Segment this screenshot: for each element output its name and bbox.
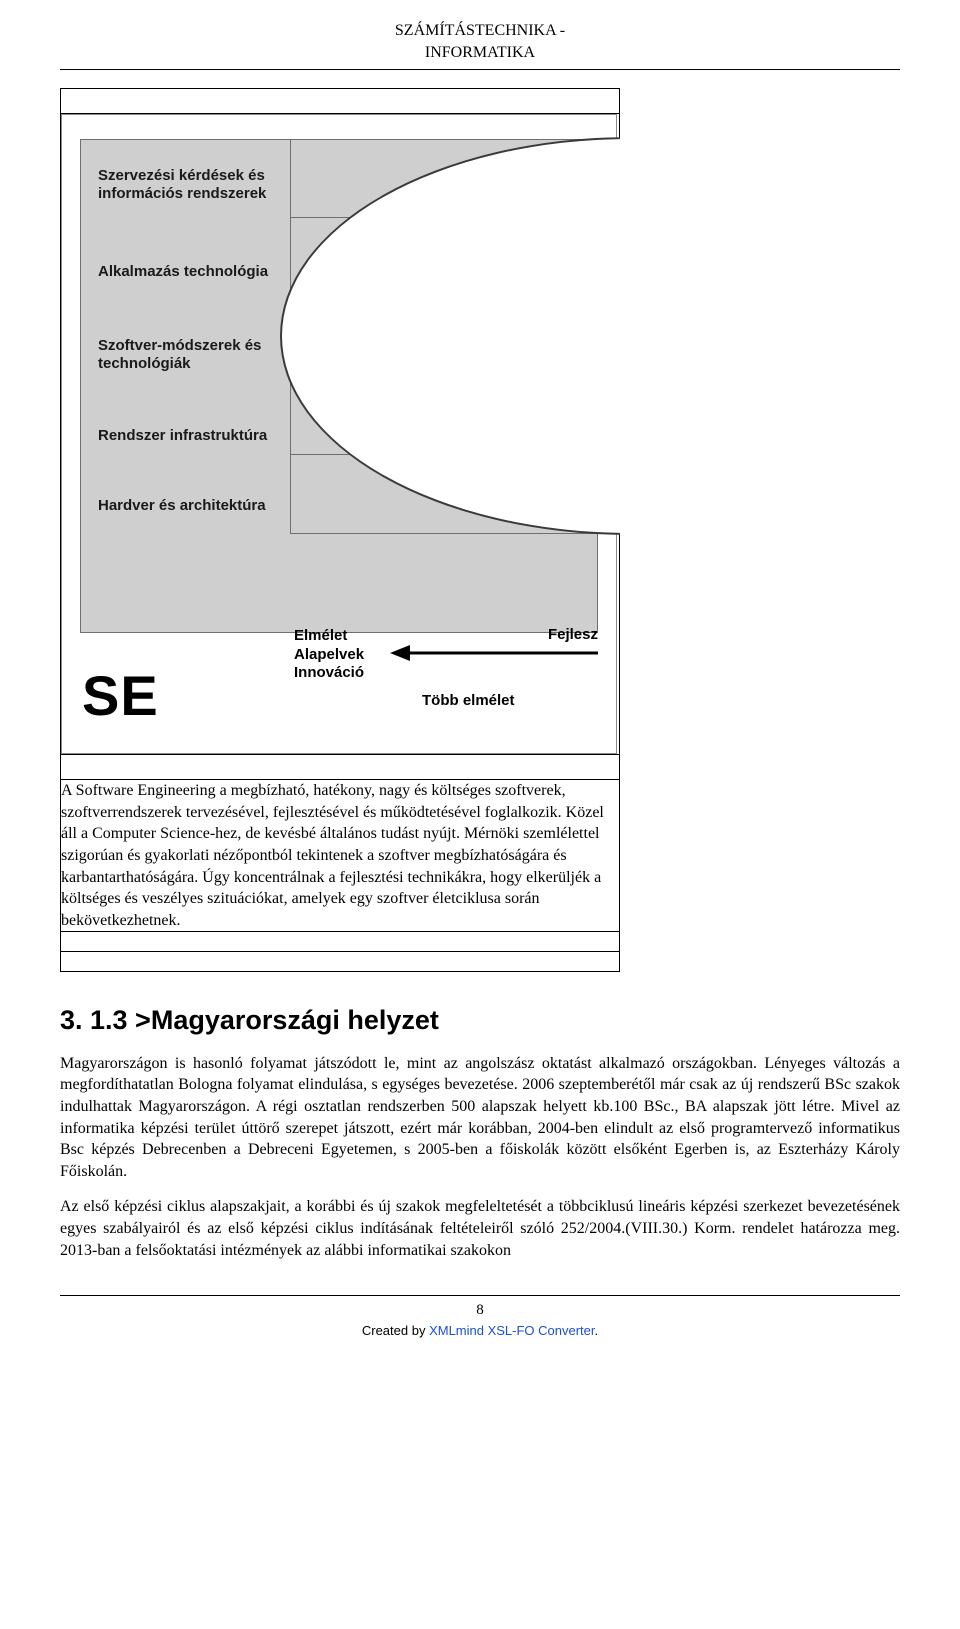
header-rule bbox=[60, 69, 900, 70]
figure-empty-row bbox=[61, 89, 620, 114]
figure-cell: Szervezési kérdések és információs rends… bbox=[61, 114, 620, 755]
page-footer: 8 Created by XMLmind XSL-FO Converter. bbox=[60, 1295, 900, 1340]
figure-caption: A Software Engineering a megbízható, hat… bbox=[61, 780, 620, 932]
diagram-row-label: Szoftver-módszerek és technológiák bbox=[98, 337, 288, 373]
generator-prefix: Created by bbox=[362, 1323, 429, 1338]
xaxis-left-line: Elmélet bbox=[294, 627, 364, 646]
diagram-row-label: Szervezési kérdések és információs rends… bbox=[98, 167, 288, 203]
figure-empty-row bbox=[61, 932, 620, 952]
section-heading: 3. 1.3 >Magyarországi helyzet bbox=[60, 1002, 900, 1038]
body-paragraph: Magyarországon is hasonló folyamat játsz… bbox=[60, 1053, 900, 1183]
diagram-row-label: Rendszer infrastruktúra bbox=[98, 427, 288, 445]
header-line-1: SZÁMÍTÁSTECHNIKA - bbox=[60, 20, 900, 42]
document-header: SZÁMÍTÁSTECHNIKA - INFORMATIKA bbox=[60, 20, 900, 63]
generator-credit: Created by XMLmind XSL-FO Converter. bbox=[60, 1322, 900, 1340]
figure-empty-row bbox=[61, 952, 620, 972]
diagram-row-label: Hardver és architektúra bbox=[98, 497, 288, 515]
header-line-2: INFORMATIKA bbox=[60, 42, 900, 64]
diagram-corner-label: SE bbox=[82, 658, 159, 734]
body-paragraph: Az első képzési ciklus alapszakjait, a k… bbox=[60, 1196, 900, 1261]
xaxis-left-labels: Elmélet Alapelvek Innováció bbox=[294, 627, 364, 683]
xaxis-left-line: Innováció bbox=[294, 664, 364, 683]
figure-table: Szervezési kérdések és információs rends… bbox=[60, 88, 620, 972]
page-number: 8 bbox=[60, 1300, 900, 1320]
footer-rule bbox=[60, 1295, 900, 1296]
diagram-row-label: Alkalmazás technológia bbox=[98, 263, 288, 281]
figure-empty-row bbox=[61, 755, 620, 780]
diagram-ellipse bbox=[280, 137, 960, 535]
se-diagram: Szervezési kérdések és információs rends… bbox=[61, 114, 617, 754]
arrow-left-icon bbox=[390, 641, 600, 665]
arrow-caption: Több elmélet bbox=[422, 691, 515, 711]
xaxis-left-line: Alapelvek bbox=[294, 646, 364, 665]
generator-suffix: . bbox=[595, 1323, 599, 1338]
generator-tool: XMLmind XSL-FO Converter bbox=[429, 1323, 594, 1338]
